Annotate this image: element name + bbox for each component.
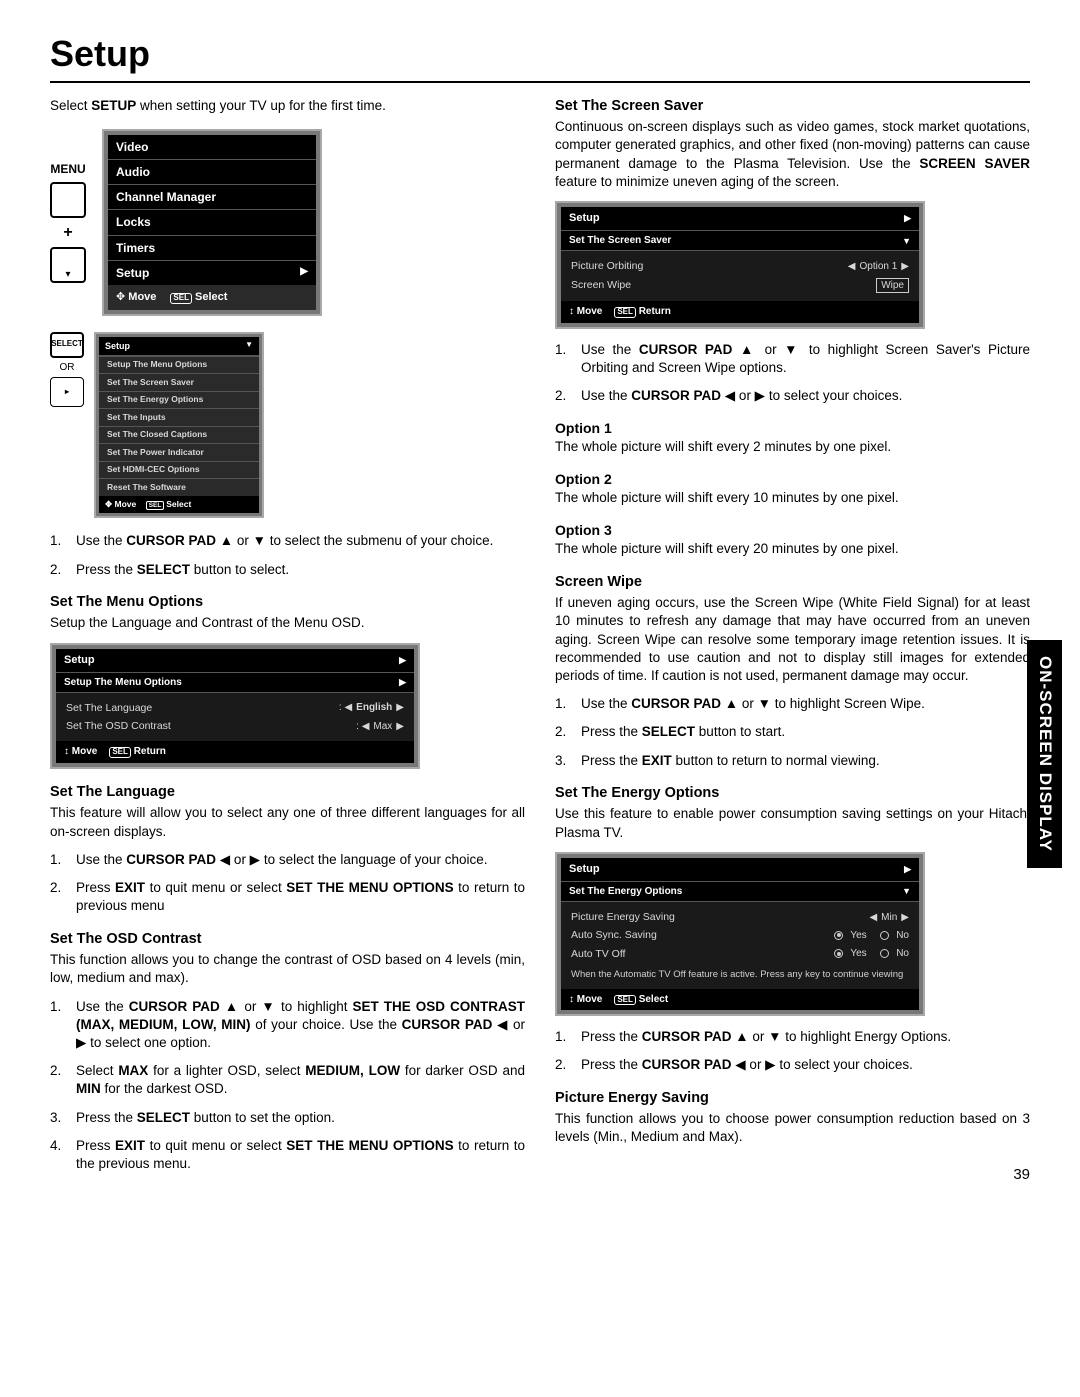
submenu-item: Set The Screen Saver [99, 373, 259, 390]
heading-screenwipe: Screen Wipe [555, 573, 1030, 593]
heading-language: Set The Language [50, 783, 525, 803]
select-button-icon: SELECT [50, 332, 84, 358]
osd-menu-options: Setup▶ Setup The Menu Options▶ Set The L… [50, 643, 420, 769]
osd-main-menu: Video Audio Channel Manager Locks Timers… [102, 129, 322, 316]
submenu-item: Set The Inputs [99, 408, 259, 425]
menu-item-timers: Timers [108, 235, 316, 260]
osd-energy: Setup▶ Set The Energy Options▼ Picture E… [555, 852, 925, 1016]
text-screenwipe: If uneven aging occurs, use the Screen W… [555, 594, 1030, 685]
osd-footer: ✥ MoveSEL Select [108, 285, 316, 310]
menu-label: MENU [50, 161, 85, 177]
heading-option2: Option 2 [555, 470, 1030, 489]
left-column: Select SETUP when setting your TV up for… [50, 97, 525, 1184]
heading-pes: Picture Energy Saving [555, 1089, 1030, 1109]
horizontal-rule [50, 81, 1030, 83]
text-pes: This function allows you to choose power… [555, 1110, 1030, 1146]
steps-language: 1.Use the CURSOR PAD ◀ or ▶ to select th… [50, 851, 525, 916]
submenu-item: Set The Power Indicator [99, 443, 259, 460]
side-tab: ON-SCREEN DISPLAY [1027, 640, 1062, 868]
menu-button-icon [50, 182, 86, 218]
heading-screensaver: Set The Screen Saver [555, 97, 1030, 117]
text-contrast: This function allows you to change the c… [50, 951, 525, 987]
nav-button-icon: ▾ [50, 247, 86, 283]
submenu-item: Setup The Menu Options [99, 356, 259, 373]
steps-contrast: 1.Use the CURSOR PAD ▲ or ▼ to highlight… [50, 998, 525, 1174]
menu-item-locks: Locks [108, 209, 316, 234]
submenu-item: Set The Energy Options [99, 391, 259, 408]
text-language: This feature will allow you to select an… [50, 804, 525, 840]
text-energy: Use this feature to enable power consump… [555, 805, 1030, 841]
plus-icon: + [63, 222, 72, 244]
steps-main: 1.Use the CURSOR PAD ▲ or ▼ to select th… [50, 532, 525, 578]
steps-screenwipe: 1.Use the CURSOR PAD ▲ or ▼ to highlight… [555, 695, 1030, 770]
steps-energy: 1.Press the CURSOR PAD ▲ or ▼ to highlig… [555, 1028, 1030, 1074]
steps-screensaver: 1.Use the CURSOR PAD ▲ or ▼ to highlight… [555, 341, 1030, 406]
text-option3: The whole picture will shift every 20 mi… [555, 540, 1030, 558]
heading-menu-options: Set The Menu Options [50, 593, 525, 613]
text-option1: The whole picture will shift every 2 min… [555, 438, 1030, 456]
submenu-item: Set HDMI-CEC Options [99, 461, 259, 478]
heading-option3: Option 3 [555, 521, 1030, 540]
right-button-icon: ▸ [50, 377, 84, 407]
or-label: OR [60, 361, 75, 375]
right-column: Set The Screen Saver Continuous on-scree… [555, 97, 1030, 1184]
sub-menu-figure: SELECT OR ▸ Setup▼ Setup The Menu Option… [50, 332, 525, 519]
submenu-item: Set The Closed Captions [99, 426, 259, 443]
osd-setup-submenu: Setup▼ Setup The Menu Options Set The Sc… [94, 332, 264, 519]
submenu-item: Reset The Software [99, 478, 259, 495]
menu-item-video: Video [108, 135, 316, 159]
heading-contrast: Set The OSD Contrast [50, 930, 525, 950]
menu-item-audio: Audio [108, 159, 316, 184]
text-menu-options: Setup the Language and Contrast of the M… [50, 614, 525, 632]
intro-text: Select SETUP when setting your TV up for… [50, 97, 525, 115]
text-screensaver: Continuous on-screen displays such as vi… [555, 118, 1030, 191]
text-option2: The whole picture will shift every 10 mi… [555, 489, 1030, 507]
submenu-header: Setup▼ [99, 337, 259, 356]
main-menu-figure: MENU + ▾ Video Audio Channel Manager Loc… [50, 129, 525, 316]
osd-screensaver: Setup▶ Set The Screen Saver▼ Picture Orb… [555, 201, 925, 329]
page-title: Setup [50, 30, 1030, 79]
submenu-footer: ✥ MoveSEL Select [99, 496, 259, 514]
heading-option1: Option 1 [555, 419, 1030, 438]
menu-item-setup: Setup▶ [108, 260, 316, 285]
menu-item-channel: Channel Manager [108, 184, 316, 209]
page-number: 39 [1013, 1165, 1030, 1185]
heading-energy: Set The Energy Options [555, 784, 1030, 804]
